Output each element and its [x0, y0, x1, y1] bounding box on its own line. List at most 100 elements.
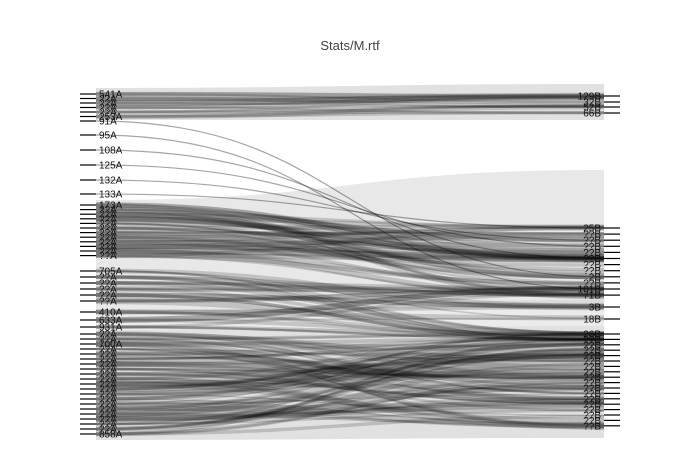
left-node-label: ??A [99, 108, 117, 119]
flow-ribbon-84 [96, 292, 604, 309]
left-node-label: ??A [99, 370, 117, 381]
flow-ribbon-40 [96, 226, 604, 286]
flow-ribbon-85 [96, 293, 604, 343]
flow-ribbon-156 [96, 398, 604, 426]
flow-ribbon-159 [96, 338, 604, 405]
left-node-label: ??A [99, 355, 117, 366]
right-node-label: ??B [583, 335, 601, 346]
flow-ribbon-176 [96, 410, 604, 426]
flow-ribbon-171 [96, 401, 604, 421]
left-node-label: 173A [99, 201, 123, 212]
right-node-label: ??B [583, 394, 601, 405]
flow-ribbon-2 [96, 91, 604, 98]
flow-ribbon-48 [96, 234, 604, 280]
crossing-flow-6 [95, 193, 605, 229]
flow-ribbon-43 [96, 229, 604, 243]
right-node-label: ??B [583, 357, 601, 368]
left-node-label: ??A [99, 395, 117, 406]
left-node-label: 700A [99, 340, 123, 351]
flow-ribbon-29 [96, 211, 604, 243]
right-node-label: ??B [583, 242, 601, 253]
crossing-flow-4 [95, 164, 605, 247]
left-node-label: ??A [99, 279, 117, 290]
flow-ribbon-165 [96, 407, 604, 429]
flow-ribbon-169 [96, 412, 604, 426]
flow-ribbon-3 [96, 91, 604, 100]
flow-ribbon-151 [96, 353, 604, 397]
flow-ribbon-57 [96, 243, 604, 263]
right-node-label: 101B [578, 285, 602, 296]
flow-ribbon-64 [96, 253, 604, 263]
flow-ribbon-133 [96, 367, 604, 412]
flow-ribbon-186 [96, 381, 604, 436]
flow-ribbon-104 [96, 333, 604, 395]
flow-ribbon-96 [96, 317, 604, 337]
right-node-label: 52B [583, 103, 601, 114]
flow-ribbon-32 [96, 215, 604, 261]
flow-ribbon-30 [96, 211, 604, 280]
flow-ribbon-112 [96, 341, 604, 404]
flow-ribbon-36 [96, 220, 604, 238]
flow-ribbon-81 [96, 286, 604, 293]
flow-ribbon-83 [96, 292, 604, 309]
flow-ribbon-185 [96, 414, 604, 436]
right-node-label: ??B [583, 362, 601, 373]
left-node-label: 541A [99, 90, 123, 101]
flow-ribbon-49 [96, 235, 604, 279]
flow-ribbon-23 [96, 208, 604, 260]
right-node-label: 66B [583, 109, 601, 120]
flow-ribbon-6 [96, 95, 604, 100]
right-node-label: 26B [583, 330, 601, 341]
flow-ribbon-163 [96, 342, 604, 412]
left-node-label: ??A [99, 210, 117, 221]
right-node-label: ??B [583, 378, 601, 389]
flow-ribbon-71 [96, 275, 604, 298]
flow-ribbon-99 [96, 325, 604, 338]
flow-ribbon-155 [96, 331, 604, 401]
flow-ribbon-123 [96, 338, 604, 360]
flow-ribbon-89 [96, 293, 604, 303]
flow-ribbon-118 [96, 347, 604, 428]
flow-ribbon-7 [96, 101, 604, 109]
flow-ribbon-34 [96, 216, 604, 261]
flow-ribbon-135 [96, 372, 604, 405]
flow-ribbon-141 [96, 375, 604, 430]
flow-ribbon-95 [96, 285, 604, 323]
flow-ribbon-22 [96, 202, 604, 262]
left-node-label: ??A [99, 345, 117, 356]
left-node-label: ??A [99, 410, 117, 421]
left-node-label: 95A [99, 131, 117, 142]
flow-ribbon-87 [96, 287, 604, 303]
left-node-label: 858A [99, 430, 123, 441]
left-node-label: ??A [99, 425, 117, 436]
flow-ribbon-33 [96, 216, 604, 262]
flow-ribbon-88 [96, 297, 604, 338]
flow-ribbon-21 [96, 203, 604, 297]
flow-ribbon-128 [96, 361, 604, 401]
left-node-label: ??A [99, 400, 117, 411]
left-node-label: ??A [99, 285, 117, 296]
flow-ribbon-91 [96, 310, 604, 337]
right-node-label: ??B [583, 405, 601, 416]
flow-ribbon-17 [96, 104, 604, 120]
right-node-label: ??B [583, 266, 601, 277]
flow-ribbon-177 [96, 375, 604, 426]
flow-ribbon-74 [96, 274, 604, 311]
flow-ribbon-178 [96, 343, 604, 426]
flow-ribbon-58 [96, 243, 604, 255]
flow-ribbon-134 [96, 367, 604, 405]
flow-bands [95, 84, 605, 440]
left-node-label: ??A [99, 420, 117, 431]
crossing-flow-3 [95, 149, 605, 260]
flow-ribbon-13 [96, 105, 604, 114]
right-node-label: ??B [583, 340, 601, 351]
flow-ribbon-10 [96, 93, 604, 110]
flow-ribbon-62 [96, 249, 604, 267]
flow-ribbon-53 [96, 239, 604, 261]
flow-ribbon-140 [96, 378, 604, 401]
flow-ribbon-39 [96, 224, 604, 231]
flow-ribbon-160 [96, 386, 604, 407]
right-node-label: ??B [583, 236, 601, 247]
flow-ribbon-127 [96, 361, 604, 381]
left-node-label: ??A [99, 390, 117, 401]
